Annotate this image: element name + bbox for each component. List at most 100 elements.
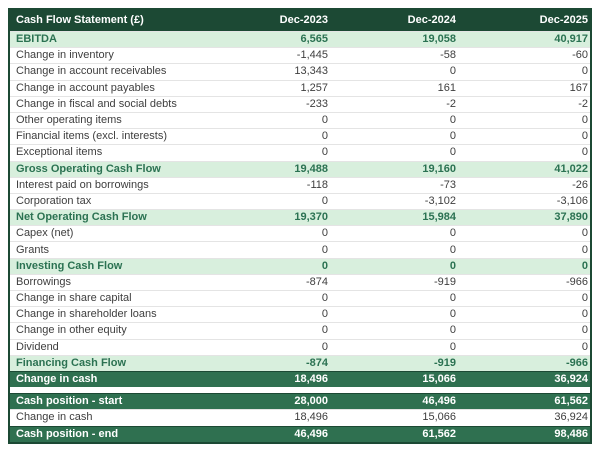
table-row: Change in fiscal and social debts -233 -2 -…: [10, 95, 590, 112]
table-row: Change in cash 18,496 15,066 36,924: [10, 370, 590, 388]
cell-value: 18,496: [294, 373, 328, 386]
cell-value: -874: [305, 356, 328, 369]
cell-value: -3,102: [424, 194, 456, 207]
cell-value: 0: [321, 227, 328, 240]
cell-value: 19,370: [294, 211, 328, 224]
cell-value: 0: [449, 292, 456, 305]
cell-value: 0: [581, 340, 588, 353]
row-label: Change in other equity: [16, 324, 127, 337]
row-label: Change in account receivables: [16, 65, 167, 78]
table-row: Financial items (excl. interests) 0 0 0: [10, 128, 590, 145]
row-label: Other operating items: [16, 114, 122, 127]
row-label: Change in shareholder loans: [16, 308, 157, 321]
cell-value: -919: [433, 356, 456, 369]
cell-value: -26: [572, 178, 588, 191]
table-row: Change in other equity 0 0 0: [10, 322, 590, 339]
table-row: Borrowings -874 -919 -966: [10, 273, 590, 290]
row-label: Cash position - end: [16, 427, 119, 440]
cell-value: -233: [305, 97, 328, 110]
cell-value: 0: [321, 114, 328, 127]
table-row: Financing Cash Flow -874 -919 -966: [10, 354, 590, 371]
cell-value: -2: [446, 97, 456, 110]
cell-value: 0: [321, 243, 328, 256]
table-row: Change in shareholder loans 0 0 0: [10, 306, 590, 323]
row-label: Financial items (excl. interests): [16, 130, 167, 143]
cell-value: 167: [569, 81, 588, 94]
cell-value: 36,924: [554, 373, 588, 386]
cell-value: 0: [321, 259, 328, 272]
cell-value: 0: [321, 292, 328, 305]
cell-value: 0: [449, 243, 456, 256]
cell-value: -73: [440, 178, 456, 191]
cell-value: 28,000: [294, 395, 328, 408]
cell-value: 19,488: [294, 162, 328, 175]
row-label: Investing Cash Flow: [16, 259, 123, 272]
table-row: Change in share capital 0 0 0: [10, 290, 590, 307]
cell-value: 36,924: [554, 411, 588, 424]
cell-value: 0: [581, 146, 588, 159]
table-row: Net Operating Cash Flow 19,370 15,984 37,89…: [10, 209, 590, 226]
row-label: Change in cash: [16, 373, 98, 386]
cell-value: 0: [449, 114, 456, 127]
cell-value: 1,257: [300, 81, 328, 94]
row-label: Change in account payables: [16, 81, 155, 94]
cell-value: 13,343: [294, 65, 328, 78]
cell-value: 0: [449, 324, 456, 337]
row-label: Change in fiscal and social debts: [16, 97, 177, 110]
table-row: Gross Operating Cash Flow 19,488 19,160 41,…: [10, 160, 590, 177]
table-body: EBITDA 6,565 19,058 40,917 Change in invento…: [10, 31, 590, 442]
row-label: Financing Cash Flow: [16, 356, 127, 369]
cell-value: 0: [581, 65, 588, 78]
row-label: Dividend: [16, 340, 59, 353]
cell-value: 15,066: [422, 411, 456, 424]
cell-value: 0: [321, 324, 328, 337]
table-row: Change in account receivables 13,343 0 0: [10, 63, 590, 80]
cell-value: 0: [581, 308, 588, 321]
cell-value: 0: [449, 65, 456, 78]
row-label: EBITDA: [16, 33, 57, 46]
column-header-dec-2025: Dec-2025: [539, 14, 588, 26]
table-row: Cash position - start 28,000 46,496 61,562: [10, 393, 590, 410]
cell-value: 15,066: [422, 373, 456, 386]
cell-value: 161: [437, 81, 456, 94]
table-row: Grants 0 0 0: [10, 241, 590, 258]
table-row: Change in cash 18,496 15,066 36,924: [10, 409, 590, 426]
row-label: Change in share capital: [16, 292, 132, 305]
cell-value: 0: [449, 340, 456, 353]
table-row: Corporation tax 0 -3,102 -3,106: [10, 192, 590, 210]
cell-value: 0: [321, 130, 328, 143]
cell-value: 0: [321, 146, 328, 159]
cell-value: -1,445: [296, 49, 328, 62]
cell-value: 0: [581, 114, 588, 127]
table-row: Change in inventory -1,445 -58 -60: [10, 47, 590, 64]
cell-value: 0: [581, 227, 588, 240]
table-row: Exceptional items 0 0 0: [10, 144, 590, 161]
cell-value: 46,496: [294, 427, 328, 440]
row-label: Change in inventory: [16, 49, 114, 62]
cell-value: -58: [440, 49, 456, 62]
cell-value: 0: [449, 259, 456, 272]
column-header-dec-2023: Dec-2023: [279, 14, 328, 26]
table-row: Other operating items 0 0 0: [10, 111, 590, 129]
cell-value: 0: [321, 194, 328, 207]
cell-value: 0: [449, 146, 456, 159]
row-label: Net Operating Cash Flow: [16, 211, 147, 224]
row-label: Gross Operating Cash Flow: [16, 162, 161, 175]
table-row: Capex (net) 0 0 0: [10, 225, 590, 242]
cell-value: 41,022: [554, 162, 588, 175]
cell-value: 40,917: [554, 33, 588, 46]
table-row: Cash position - end 46,496 61,562 98,486: [10, 425, 590, 442]
table-header-row: Cash Flow Statement (£) Dec-2023 Dec-202…: [10, 10, 590, 31]
cell-value: 0: [321, 340, 328, 353]
cell-value: 0: [581, 324, 588, 337]
cell-value: 19,160: [422, 162, 456, 175]
table-row: EBITDA 6,565 19,058 40,917: [10, 31, 590, 48]
cell-value: 61,562: [554, 395, 588, 408]
row-label: Cash position - start: [16, 395, 123, 408]
cell-value: 15,984: [422, 211, 456, 224]
cell-value: 46,496: [422, 395, 456, 408]
cell-value: 18,496: [294, 411, 328, 424]
cash-flow-statement-table: Cash Flow Statement (£) Dec-2023 Dec-202…: [8, 8, 592, 444]
cell-value: -118: [306, 178, 328, 191]
cell-value: 6,565: [300, 33, 328, 46]
